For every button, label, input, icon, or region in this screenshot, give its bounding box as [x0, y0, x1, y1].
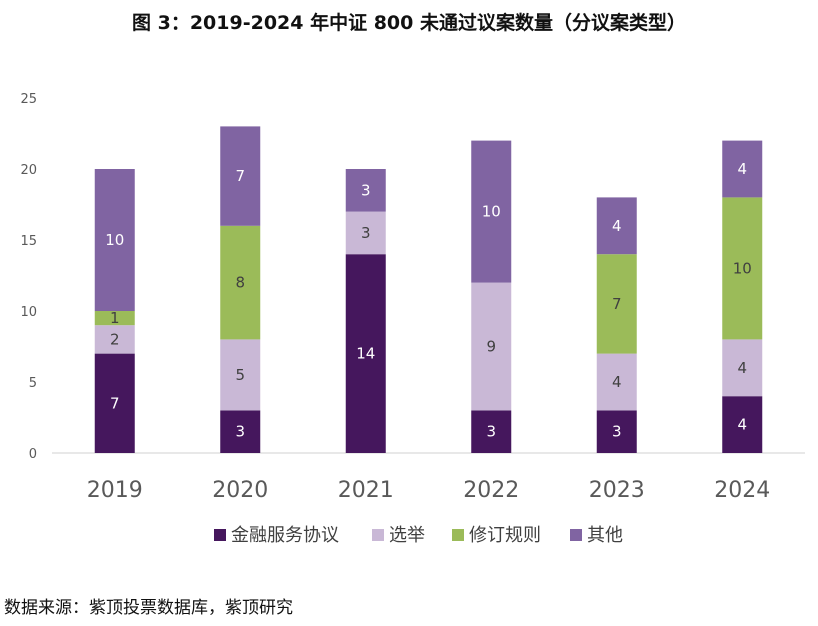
- bar-segment: [596, 197, 637, 255]
- y-tick-label: 5: [29, 376, 37, 391]
- bar-segment: [94, 353, 135, 453]
- chart-title: 图 3：2019-2024 年中证 800 未通过议案数量（分议案类型）: [132, 12, 686, 34]
- data-label: 8: [235, 274, 245, 292]
- data-label: 9: [486, 338, 496, 356]
- bar-segment: [722, 396, 763, 453]
- data-label: 4: [612, 217, 622, 235]
- bar-segment: [722, 197, 763, 340]
- y-tick-label: 15: [20, 234, 37, 249]
- legend-label: 其他: [587, 525, 623, 546]
- x-tick-label: 2020: [212, 478, 268, 503]
- data-label: 4: [737, 359, 747, 377]
- data-label: 3: [486, 423, 496, 441]
- bar-segment: [345, 254, 386, 453]
- data-label: 3: [612, 423, 622, 441]
- bar-segment: [596, 410, 637, 453]
- x-tick-label: 2024: [714, 478, 770, 503]
- bar-segment: [345, 211, 386, 255]
- bar-segment: [220, 126, 261, 226]
- bar-segment: [220, 225, 261, 340]
- bar-segment: [722, 140, 763, 198]
- legend-swatch: [452, 529, 464, 541]
- data-label: 2: [110, 330, 120, 348]
- data-label: 10: [105, 231, 124, 249]
- y-tick-label: 20: [20, 163, 37, 178]
- y-tick-label: 10: [20, 305, 37, 320]
- data-label: 7: [110, 394, 120, 412]
- bar-segment: [722, 339, 763, 397]
- legend-label: 修订规则: [469, 525, 541, 546]
- bar-segment: [220, 339, 261, 411]
- data-label: 14: [356, 345, 375, 363]
- x-tick-label: 2023: [589, 478, 645, 503]
- legend-label: 选举: [389, 525, 425, 546]
- x-tick-label: 2021: [338, 478, 394, 503]
- bar-segment: [94, 311, 135, 326]
- bar-segment: [471, 282, 512, 411]
- bar-segment: [596, 254, 637, 354]
- data-label: 4: [737, 416, 747, 434]
- data-source-note: 数据来源：紫顶投票数据库，紫顶研究: [4, 598, 293, 618]
- y-tick-label: 0: [29, 447, 37, 462]
- data-label: 1: [110, 309, 120, 327]
- data-label: 3: [235, 423, 245, 441]
- x-tick-label: 2022: [463, 478, 519, 503]
- x-tick-label: 2019: [87, 478, 143, 503]
- data-label: 5: [235, 366, 245, 384]
- bar-segment: [345, 169, 386, 212]
- bar-segment: [220, 410, 261, 453]
- bar-segment: [596, 353, 637, 411]
- data-label: 4: [737, 160, 747, 178]
- legend-swatch: [214, 529, 226, 541]
- bar-segment: [94, 169, 135, 311]
- data-label: 10: [482, 203, 501, 221]
- legend-swatch: [570, 529, 582, 541]
- bar-segment: [471, 410, 512, 453]
- bar-segment: [471, 140, 512, 283]
- y-tick-label: 25: [20, 92, 37, 107]
- data-label: 4: [612, 373, 622, 391]
- bar-segment: [94, 325, 135, 354]
- legend-label: 金融服务协议: [231, 525, 339, 546]
- legend-swatch: [372, 529, 384, 541]
- data-label: 3: [361, 181, 371, 199]
- data-label: 7: [612, 295, 622, 313]
- data-label: 10: [733, 259, 752, 277]
- data-label: 3: [361, 224, 371, 242]
- data-label: 7: [235, 167, 245, 185]
